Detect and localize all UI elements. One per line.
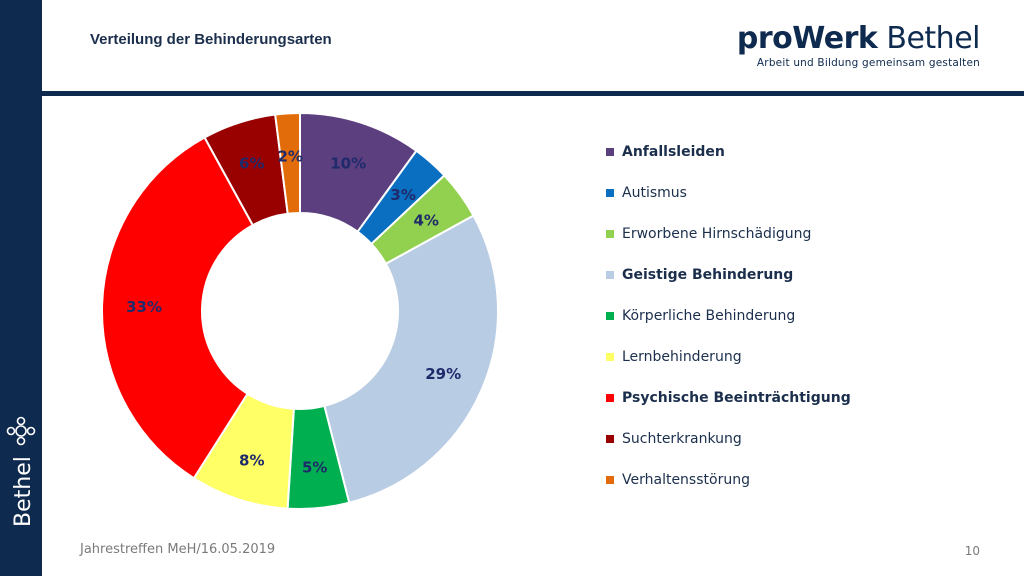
bethel-emblem-icon [6, 416, 36, 446]
prowerk-logo: proWerk Bethel Arbeit und Bildung gemein… [736, 21, 981, 70]
footer-text: Jahrestreffen MeH/16.05.2019 [80, 542, 276, 557]
slice-3 [323, 214, 499, 504]
legend-label: Geistige Behinderung [622, 266, 794, 283]
data-label-4: 5% [302, 458, 327, 476]
legend-swatch [606, 352, 614, 361]
legend-item: Psychische Beeinträchtigung [606, 377, 851, 418]
legend-swatch [606, 393, 614, 402]
slice-6 [101, 136, 255, 480]
brand-name-light: Bethel [877, 21, 980, 56]
brand-name-bold: proWerk [736, 21, 878, 56]
legend-item: Körperliche Behinderung [606, 295, 851, 336]
brand-name: proWerk Bethel [736, 21, 981, 56]
data-labels: 10% 3% 4% 29% 5% 8% 33% 6% 2% [126, 147, 461, 476]
data-label-3: 29% [425, 365, 461, 383]
data-label-2: 4% [413, 211, 438, 229]
legend-item: Verhaltensstörung [606, 459, 851, 500]
legend-label: Erworbene Hirnschädigung [622, 225, 812, 242]
data-label-8: 2% [277, 147, 302, 165]
legend-label: Psychische Beeinträchtigung [622, 389, 851, 406]
slide-title: Verteilung der Behinderungsarten [90, 31, 332, 48]
sidebar-logo-text: Bethel [11, 456, 36, 527]
slice-8 [274, 111, 301, 215]
legend-item: Suchterkrankung [606, 418, 851, 459]
legend-label: Anfallsleiden [622, 143, 725, 160]
donut-slices [101, 111, 499, 510]
legend-item: Erworbene Hirnschädigung [606, 213, 851, 254]
legend-item: Geistige Behinderung [606, 254, 851, 295]
legend-swatch [606, 270, 614, 279]
legend-item: Autismus [606, 172, 851, 213]
data-label-1: 3% [390, 186, 415, 204]
chart-legend: Anfallsleiden Autismus Erworbene Hirnschäd… [606, 131, 851, 500]
brand-tagline: Arbeit und Bildung gemeinsam gestalten [756, 57, 980, 69]
legend-label: Lernbehinderung [622, 348, 742, 365]
data-label-7: 6% [239, 155, 264, 173]
data-label-6: 33% [126, 298, 162, 316]
page-number: 10 [964, 544, 980, 558]
legend-swatch [606, 188, 614, 197]
donut-chart: 10% 3% 4% 29% 5% 8% 33% 6% 2% [101, 111, 499, 510]
sidebar: Bethel [0, 0, 42, 576]
legend-item: Anfallsleiden [606, 131, 851, 172]
legend-item: Lernbehinderung [606, 336, 851, 377]
legend-swatch [606, 147, 614, 156]
legend-label: Verhaltensstörung [622, 471, 750, 488]
legend-swatch [606, 311, 614, 320]
legend-label: Autismus [622, 184, 687, 201]
legend-swatch [606, 475, 614, 484]
legend-label: Suchterkrankung [622, 430, 742, 447]
legend-label: Körperliche Behinderung [622, 307, 796, 324]
data-label-0: 10% [330, 155, 366, 173]
data-label-5: 8% [239, 451, 264, 469]
header-rule [42, 91, 1024, 96]
legend-swatch [606, 434, 614, 443]
bethel-logo: Bethel [6, 416, 36, 527]
legend-swatch [606, 229, 614, 238]
